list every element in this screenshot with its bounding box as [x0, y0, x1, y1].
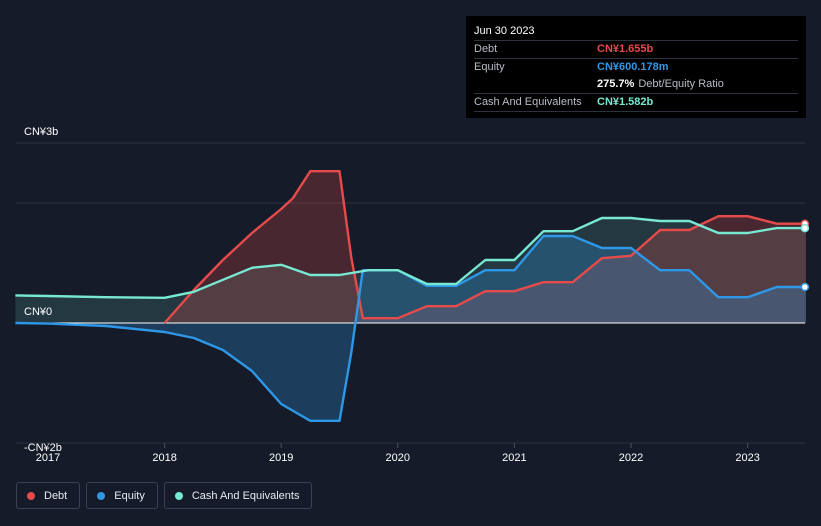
- tooltip-equity-row: Equity CN¥600.178m: [474, 58, 798, 76]
- x-tick-label: 2019: [269, 452, 293, 464]
- x-tick-label: 2022: [619, 452, 643, 464]
- debt-dot-icon: [27, 491, 35, 500]
- x-axis-labels: 2017 2018 2019 2020 2021 2022 2023: [36, 443, 760, 464]
- cash-dot-icon: [174, 491, 183, 500]
- equity-dot-icon: [97, 491, 106, 500]
- tooltip-ratio-label: Debt/Equity Ratio: [638, 78, 724, 90]
- cash-area: [15, 218, 806, 323]
- legend-item-equity[interactable]: Equity: [86, 482, 158, 509]
- legend-equity-label: Equity: [114, 489, 145, 502]
- equity-line: [15, 234, 806, 422]
- y-tick-label: -CN¥2b: [24, 442, 62, 454]
- debt-area: [164, 171, 806, 323]
- legend-item-debt[interactable]: Debt: [16, 482, 81, 509]
- x-tick-label: 2018: [152, 452, 176, 464]
- x-tick-label: 2023: [735, 452, 759, 464]
- tooltip-cash-label: Cash And Equivalents: [474, 96, 582, 108]
- tooltip-equity-value: CN¥600.178m: [597, 61, 669, 73]
- legend-cash-label: Cash And Equivalents: [191, 489, 300, 502]
- equity-end-marker: [800, 282, 810, 292]
- series-lines: [15, 170, 806, 422]
- debt-line: [163, 170, 806, 324]
- legend: Debt Equity Cash And Equivalents: [16, 482, 313, 509]
- x-tick-label: 2021: [502, 452, 526, 464]
- grid-lines: [16, 142, 805, 444]
- y-axis-labels: CN¥3b CN¥0 -CN¥2b: [24, 126, 62, 454]
- x-tick-label: 2017: [36, 452, 60, 464]
- tooltip-debt-row: Debt CN¥1.655b: [474, 40, 798, 58]
- tooltip-ratio-value: 275.7%: [597, 78, 635, 90]
- legend-item-cash[interactable]: Cash And Equivalents: [163, 482, 313, 509]
- tooltip-panel: Jun 30 2023 Debt CN¥1.655b Equity CN¥600…: [466, 16, 806, 118]
- legend-debt-label: Debt: [44, 489, 68, 502]
- end-markers: [800, 219, 810, 292]
- series-areas: [15, 171, 806, 421]
- y-tick-label: CN¥0: [24, 306, 52, 318]
- tooltip-ratio-row: 275.7% Debt/Equity Ratio: [474, 76, 798, 93]
- equity-area: [15, 236, 806, 421]
- tooltip-debt-label: Debt: [474, 43, 498, 55]
- cash-end-marker: [800, 223, 810, 233]
- cash-line: [15, 216, 806, 299]
- tooltip-cash-row: Cash And Equivalents CN¥1.582b: [474, 93, 798, 111]
- tooltip-date: Jun 30 2023: [474, 25, 535, 37]
- tooltip-debt-value: CN¥1.655b: [597, 43, 654, 55]
- y-tick-label: CN¥3b: [24, 126, 58, 138]
- tooltip-cash-value: CN¥1.582b: [597, 96, 654, 108]
- tooltip-equity-label: Equity: [474, 61, 505, 73]
- x-tick-label: 2020: [386, 452, 410, 464]
